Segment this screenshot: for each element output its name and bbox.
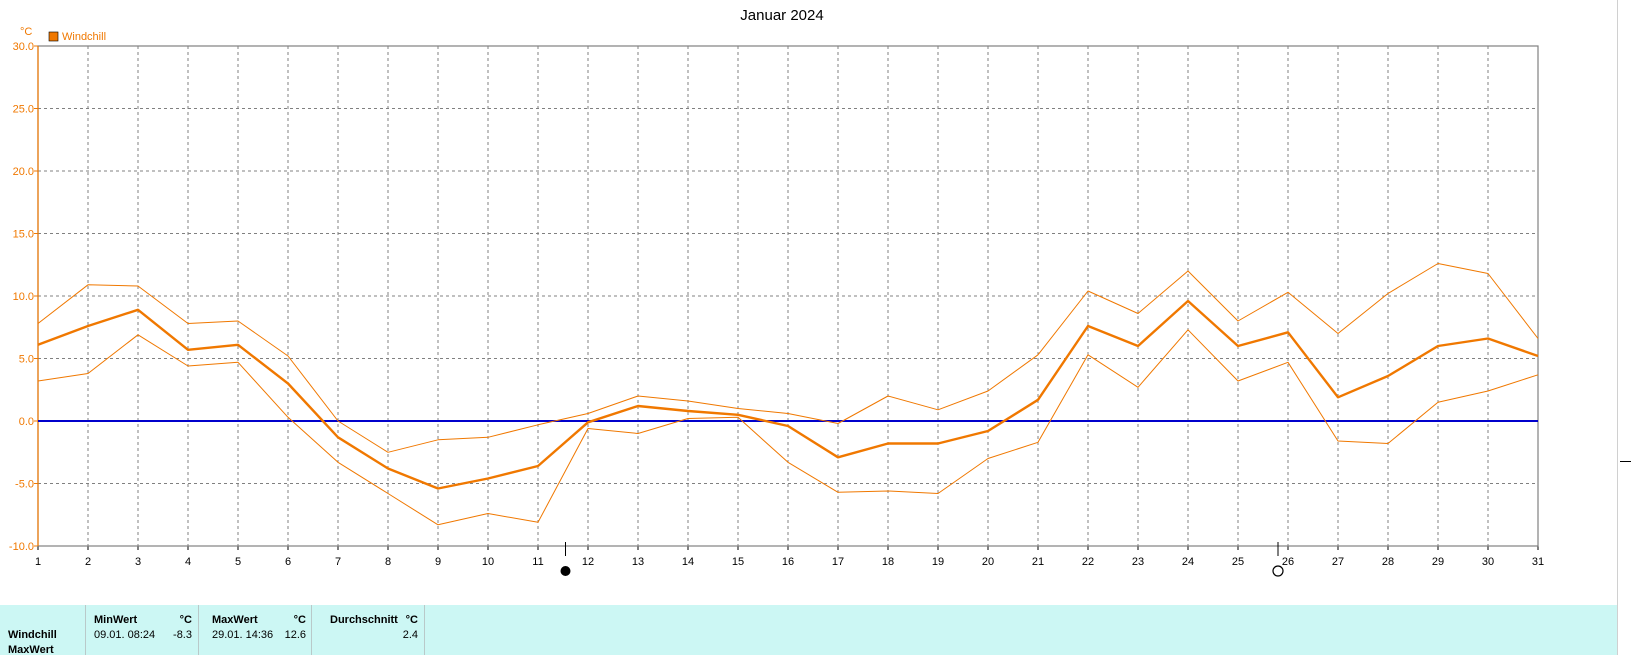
- series: [37, 263, 1539, 526]
- x-tick-label: 1: [35, 556, 41, 568]
- row-label: Windchill: [8, 629, 57, 641]
- x-tick-label: 10: [482, 556, 494, 568]
- series-line-max: [37, 263, 1539, 453]
- x-tick-label: 6: [285, 556, 291, 568]
- x-tick-label: 13: [632, 556, 644, 568]
- max-time: 29.01. 14:36: [212, 629, 274, 641]
- side-panel-edge: [1617, 0, 1631, 655]
- x-tick-label: 8: [385, 556, 391, 568]
- x-tick-label: 30: [1482, 556, 1494, 568]
- header-max: MaxWert: [212, 614, 258, 626]
- header-avg-unit: °C: [405, 614, 418, 626]
- max-value: 12.6: [284, 629, 306, 641]
- legend-label: Windchill: [62, 31, 106, 43]
- y-tick-label: -5.0: [15, 479, 34, 491]
- x-tick-label: 26: [1282, 556, 1294, 568]
- x-tick-label: 27: [1332, 556, 1344, 568]
- min-value: -8.3: [173, 629, 192, 641]
- y-tick-labels: 30.0 25.0 20.0 15.0 10.0 5.0 0.0 -5.0 -10.0: [9, 41, 34, 553]
- y-tick-label: 5.0: [19, 354, 34, 366]
- table-divider: [424, 605, 425, 655]
- x-tick-label: 29: [1432, 556, 1444, 568]
- header-min: MinWert: [94, 614, 138, 626]
- x-tick-label: 31: [1532, 556, 1544, 568]
- x-tick-label: 9: [435, 556, 441, 568]
- y-tick-label: 30.0: [13, 41, 34, 53]
- x-tick-label: 21: [1032, 556, 1044, 568]
- windchill-chart: Januar 2024 °C Windchill 30.025.020.015.…: [9, 7, 1544, 577]
- x-tick-label: 25: [1232, 556, 1244, 568]
- series-line-min: [37, 329, 1539, 526]
- x-tick-label: 24: [1182, 556, 1194, 568]
- x-tick-label: 7: [335, 556, 341, 568]
- x-tick-label: 4: [185, 556, 191, 568]
- y-tick-label: 15.0: [13, 229, 34, 241]
- full-moon-icon: [1272, 565, 1284, 577]
- y-tick-label: 0.0: [19, 416, 34, 428]
- x-tick-label: 14: [682, 556, 694, 568]
- new-moon-icon: [560, 566, 571, 576]
- axes: [34, 45, 1539, 550]
- table-divider: [85, 605, 86, 655]
- x-tick-label: 20: [982, 556, 994, 568]
- x-tick-label: 15: [732, 556, 744, 568]
- min-time: 09.01. 08:24: [94, 629, 156, 641]
- panel-marker: [1620, 461, 1631, 462]
- y-tick-label: -10.0: [9, 541, 34, 553]
- x-tick-label: 17: [832, 556, 844, 568]
- x-tick-label: 22: [1082, 556, 1094, 568]
- x-tick-label: 12: [582, 556, 594, 568]
- x-tick-label: 3: [135, 556, 141, 568]
- header-min-unit: °C: [179, 614, 192, 626]
- x-tick-label: 23: [1132, 556, 1144, 568]
- y-tick-label: 25.0: [13, 104, 34, 116]
- chart-title: Januar 2024: [740, 7, 823, 24]
- x-tick-label: 28: [1382, 556, 1394, 568]
- series-line-avg: [37, 299, 1539, 490]
- grid: [38, 46, 1538, 546]
- y-axis-unit: °C: [20, 26, 32, 38]
- legend-swatch: [48, 31, 59, 42]
- x-tick-label: 16: [782, 556, 794, 568]
- table-divider: [198, 605, 199, 655]
- y-tick-label: 20.0: [13, 166, 34, 178]
- avg-value: 2.4: [402, 629, 418, 641]
- x-tick-label: 19: [932, 556, 944, 568]
- header-avg: Durchschnitt: [330, 614, 398, 626]
- header-max-unit: °C: [293, 614, 306, 626]
- x-tick-labels: 1 2 3 4 5 6 7 8 9 10 11 12 13 14 15 16 17 18 19 20 21 22 23 24 2…: [35, 556, 1544, 568]
- x-tick-label: 18: [882, 556, 894, 568]
- statistics-table: MinWert °C MaxWert °C Durchschnitt °C Wi…: [0, 605, 1617, 656]
- x-tick-label: 2: [85, 556, 91, 568]
- next-row-label: MaxWert: [8, 644, 54, 656]
- table-divider: [311, 605, 312, 655]
- x-tick-label: 11: [532, 556, 543, 568]
- moon-phases: [560, 542, 1284, 577]
- x-tick-label: 5: [235, 556, 241, 568]
- y-tick-label: 10.0: [13, 291, 34, 303]
